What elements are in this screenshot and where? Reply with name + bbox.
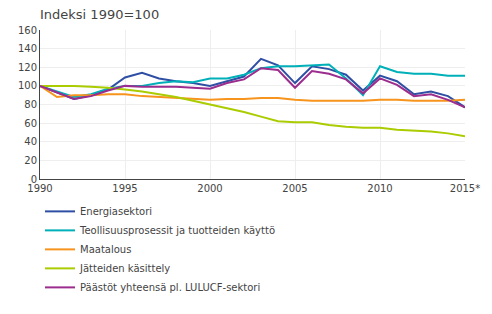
svg-text:2005: 2005 [282,183,307,194]
svg-text:0: 0 [31,174,37,185]
svg-text:2010: 2010 [367,183,392,194]
svg-text:Teollisuusprosessit ja tuottei: Teollisuusprosessit ja tuotteiden käyttö [79,225,275,236]
svg-text:160: 160 [18,25,37,36]
svg-text:100: 100 [18,80,37,91]
svg-text:Maatalous: Maatalous [80,244,131,255]
svg-text:1995: 1995 [112,183,137,194]
svg-text:Päästöt yhteensä pl. LULUCF-se: Päästöt yhteensä pl. LULUCF-sektori [80,282,260,293]
svg-text:1990: 1990 [27,183,52,194]
svg-text:Energiasektori: Energiasektori [80,206,152,217]
svg-text:120: 120 [18,62,37,73]
svg-text:2000: 2000 [197,183,222,194]
svg-text:Indeksi 1990=100: Indeksi 1990=100 [40,7,159,22]
svg-text:60: 60 [24,118,37,129]
svg-text:40: 40 [24,136,37,147]
svg-text:140: 140 [18,43,37,54]
svg-text:20: 20 [24,155,37,166]
svg-text:Jätteiden käsittely: Jätteiden käsittely [79,263,170,274]
svg-text:2015*: 2015* [450,183,480,194]
svg-text:80: 80 [24,99,37,110]
